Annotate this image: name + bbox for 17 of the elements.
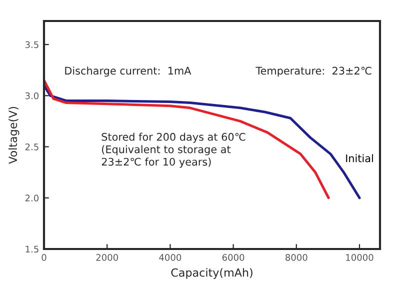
x-tick-label: 4000 bbox=[159, 254, 182, 261]
annotation: Stored for 200 days at 60℃ (Equivalent to storage at 23±2℃ for 10 years) bbox=[102, 132, 246, 168]
x-tick-label: 2000 bbox=[96, 254, 118, 261]
x-tick-label: 8000 bbox=[286, 254, 308, 261]
x-axis-title: Capacity(mAh) bbox=[171, 268, 252, 279]
y-tick-label: 1.5 bbox=[26, 246, 38, 253]
series-label: Initial bbox=[346, 154, 373, 162]
x-tick-label: 0 bbox=[42, 254, 46, 261]
annotation: Discharge current: 1mA bbox=[65, 66, 192, 77]
y-tick-label: 3.5 bbox=[25, 41, 38, 48]
x-tick-label: 10000 bbox=[346, 254, 374, 261]
annotation: Temperature: 23±2℃ bbox=[256, 66, 372, 77]
y-tick-label: 2.5 bbox=[25, 143, 38, 150]
y-axis-title: Voltage(V) bbox=[8, 106, 20, 164]
y-tick-label: 3.0 bbox=[25, 92, 39, 100]
y-tick-label: 2.0 bbox=[25, 194, 39, 202]
x-tick-label: 6000 bbox=[222, 254, 244, 261]
